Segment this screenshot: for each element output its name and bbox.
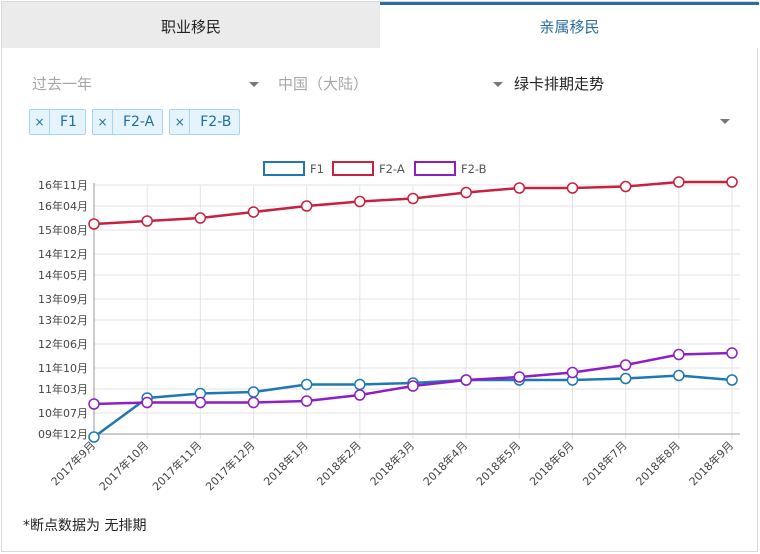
close-icon[interactable]: × [30, 110, 50, 134]
data-point-f2-a[interactable] [513, 182, 526, 194]
data-point-f2-b[interactable] [513, 371, 526, 383]
y-tick-label: 15年08月 [38, 223, 88, 237]
category-tag-list: × F1 × F2-A × F2-B [29, 109, 241, 135]
data-point-f2-b[interactable] [407, 380, 419, 392]
y-tick-label: 16年11月 [38, 178, 88, 192]
data-point-f2-a[interactable] [673, 176, 685, 188]
data-point-f1[interactable] [247, 386, 260, 398]
data-point-f2-a[interactable] [407, 192, 419, 205]
data-point-f2-b[interactable] [88, 398, 100, 410]
data-point-f2-b[interactable] [619, 359, 632, 371]
data-point-f2-a[interactable] [619, 180, 632, 193]
region-select[interactable]: 中国（大陆） [278, 74, 369, 93]
data-point-f2-a[interactable] [247, 206, 260, 218]
data-point-f2-a[interactable] [354, 195, 366, 208]
footnote: *断点数据为 无排期 [23, 518, 147, 534]
period-select[interactable]: 过去一年 [32, 74, 93, 93]
y-tick-label: 14年05月 [38, 268, 88, 282]
legend-label[interactable]: F2-B [461, 162, 487, 176]
chart-type-label: 绿卡排期走势 [514, 74, 605, 93]
data-point-f2-b[interactable] [726, 347, 738, 359]
y-tick-label: 13年09月 [38, 292, 88, 306]
x-tick-label: 2017年9月 [48, 438, 98, 488]
tab-family-immigration[interactable]: 亲属移民 [380, 2, 759, 48]
data-point-f2-a[interactable] [194, 212, 207, 224]
tab-employment-immigration[interactable]: 职业移民 [2, 2, 380, 48]
data-point-f2-a[interactable] [300, 200, 313, 212]
data-point-f2-b[interactable] [300, 395, 313, 407]
data-point-f2-b[interactable] [194, 396, 207, 409]
data-point-f2-a[interactable] [88, 218, 100, 230]
y-tick-label: 13年02月 [38, 313, 88, 327]
x-tick-label: 2018年1月 [261, 438, 311, 488]
tag-label: F1 [60, 114, 77, 130]
data-point-f1[interactable] [673, 369, 685, 382]
data-point-f1[interactable] [354, 378, 366, 391]
legend-label[interactable]: F2-A [379, 162, 405, 176]
x-tick-label: 2017年10月 [96, 438, 151, 493]
y-tick-label: 11年03月 [38, 382, 88, 396]
chevron-down-icon[interactable] [493, 82, 503, 87]
tag-f2b: × F2-B [169, 109, 241, 135]
x-tick-label: 2018年4月 [420, 438, 470, 488]
y-tick-label: 14年12月 [38, 247, 88, 261]
tab-bar: 职业移民 亲属移民 [2, 2, 759, 48]
x-tick-label: 2018年2月 [314, 438, 364, 488]
y-tick-label: 09年12月 [38, 427, 88, 441]
data-point-f2-b[interactable] [673, 348, 685, 361]
filter-row: 过去一年 中国（大陆） 绿卡排期走势 [2, 68, 759, 98]
data-point-f2-a[interactable] [141, 215, 153, 227]
data-point-f1[interactable] [88, 431, 100, 443]
y-tick-label: 11年10月 [38, 361, 88, 375]
data-point-f2-a[interactable] [460, 186, 472, 199]
legend-swatch[interactable] [332, 161, 374, 176]
y-tick-label: 12年06月 [38, 337, 88, 351]
x-tick-label: 2018年9月 [686, 438, 736, 488]
data-point-f2-b[interactable] [460, 374, 472, 386]
data-point-f2-a[interactable] [566, 182, 579, 194]
x-tick-label: 2018年3月 [367, 438, 417, 488]
chevron-down-icon[interactable] [249, 82, 259, 87]
data-point-f1[interactable] [300, 378, 313, 391]
close-icon[interactable]: × [170, 110, 191, 134]
data-point-f1[interactable] [726, 374, 738, 386]
data-point-f2-b[interactable] [141, 396, 153, 409]
data-point-f2-a[interactable] [726, 176, 738, 188]
x-tick-label: 2017年12月 [202, 438, 257, 493]
x-tick-label: 2017年11月 [149, 438, 204, 493]
chevron-down-icon[interactable] [720, 119, 730, 124]
x-tick-label: 2018年7月 [580, 438, 630, 488]
data-point-f1[interactable] [619, 372, 632, 385]
data-point-f2-b[interactable] [247, 396, 260, 409]
data-point-f2-b[interactable] [566, 366, 579, 379]
data-point-f2-b[interactable] [354, 389, 366, 401]
x-tick-label: 2018年6月 [526, 438, 576, 488]
tag-f2a: × F2-A [91, 109, 164, 135]
y-tick-label: 10年07月 [38, 406, 88, 420]
tag-label: F2-A [122, 114, 155, 130]
y-tick-label: 16年04月 [38, 199, 88, 213]
legend-label[interactable]: F1 [310, 162, 324, 176]
tag-f1: × F1 [29, 109, 86, 135]
x-tick-label: 2018年5月 [473, 438, 523, 488]
priority-date-chart: 09年12月 10年07月 11年03月 11年10月 12年06月 13年02月 13年0… [38, 161, 740, 493]
legend-swatch[interactable] [414, 161, 456, 176]
close-icon[interactable]: × [93, 110, 113, 134]
legend-swatch[interactable] [263, 161, 305, 176]
tag-label: F2-B [200, 114, 232, 130]
x-tick-label: 2018年8月 [633, 438, 683, 488]
